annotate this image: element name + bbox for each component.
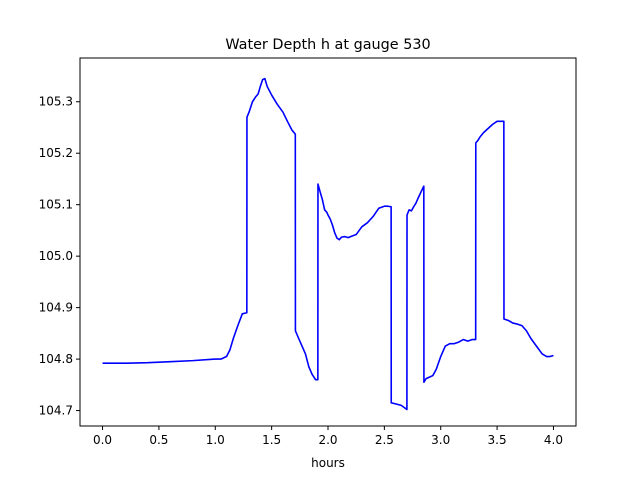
x-tick-label: 0.5 <box>149 433 168 447</box>
y-tick-label: 104.7 <box>39 404 73 418</box>
plot-area: 0.0 0.5 1.0 1.5 2.0 2.5 3.0 3.5 4.0 104.7 104.8 104… <box>39 57 577 447</box>
x-tick-label: 2.0 <box>318 433 337 447</box>
x-axis-label: hours <box>311 456 345 470</box>
x-tick-label: 3.0 <box>431 433 450 447</box>
x-tick-label: 1.5 <box>262 433 281 447</box>
y-tick-label: 104.8 <box>39 352 73 366</box>
x-tick-label: 1.0 <box>206 433 225 447</box>
y-tick-label: 105.2 <box>39 146 73 160</box>
x-tick-label: 4.0 <box>544 433 563 447</box>
chart-title: Water Depth h at gauge 530 <box>225 37 430 53</box>
x-tick-label: 0.0 <box>93 433 112 447</box>
y-tick-label: 104.9 <box>39 301 73 315</box>
y-tick-label: 105.0 <box>39 249 73 263</box>
y-tick-label: 105.3 <box>39 95 73 109</box>
series-line-0 <box>102 77 554 411</box>
x-tick-label: 2.5 <box>375 433 394 447</box>
y-tick-label: 105.1 <box>39 198 73 212</box>
x-tick-label: 3.5 <box>488 433 507 447</box>
